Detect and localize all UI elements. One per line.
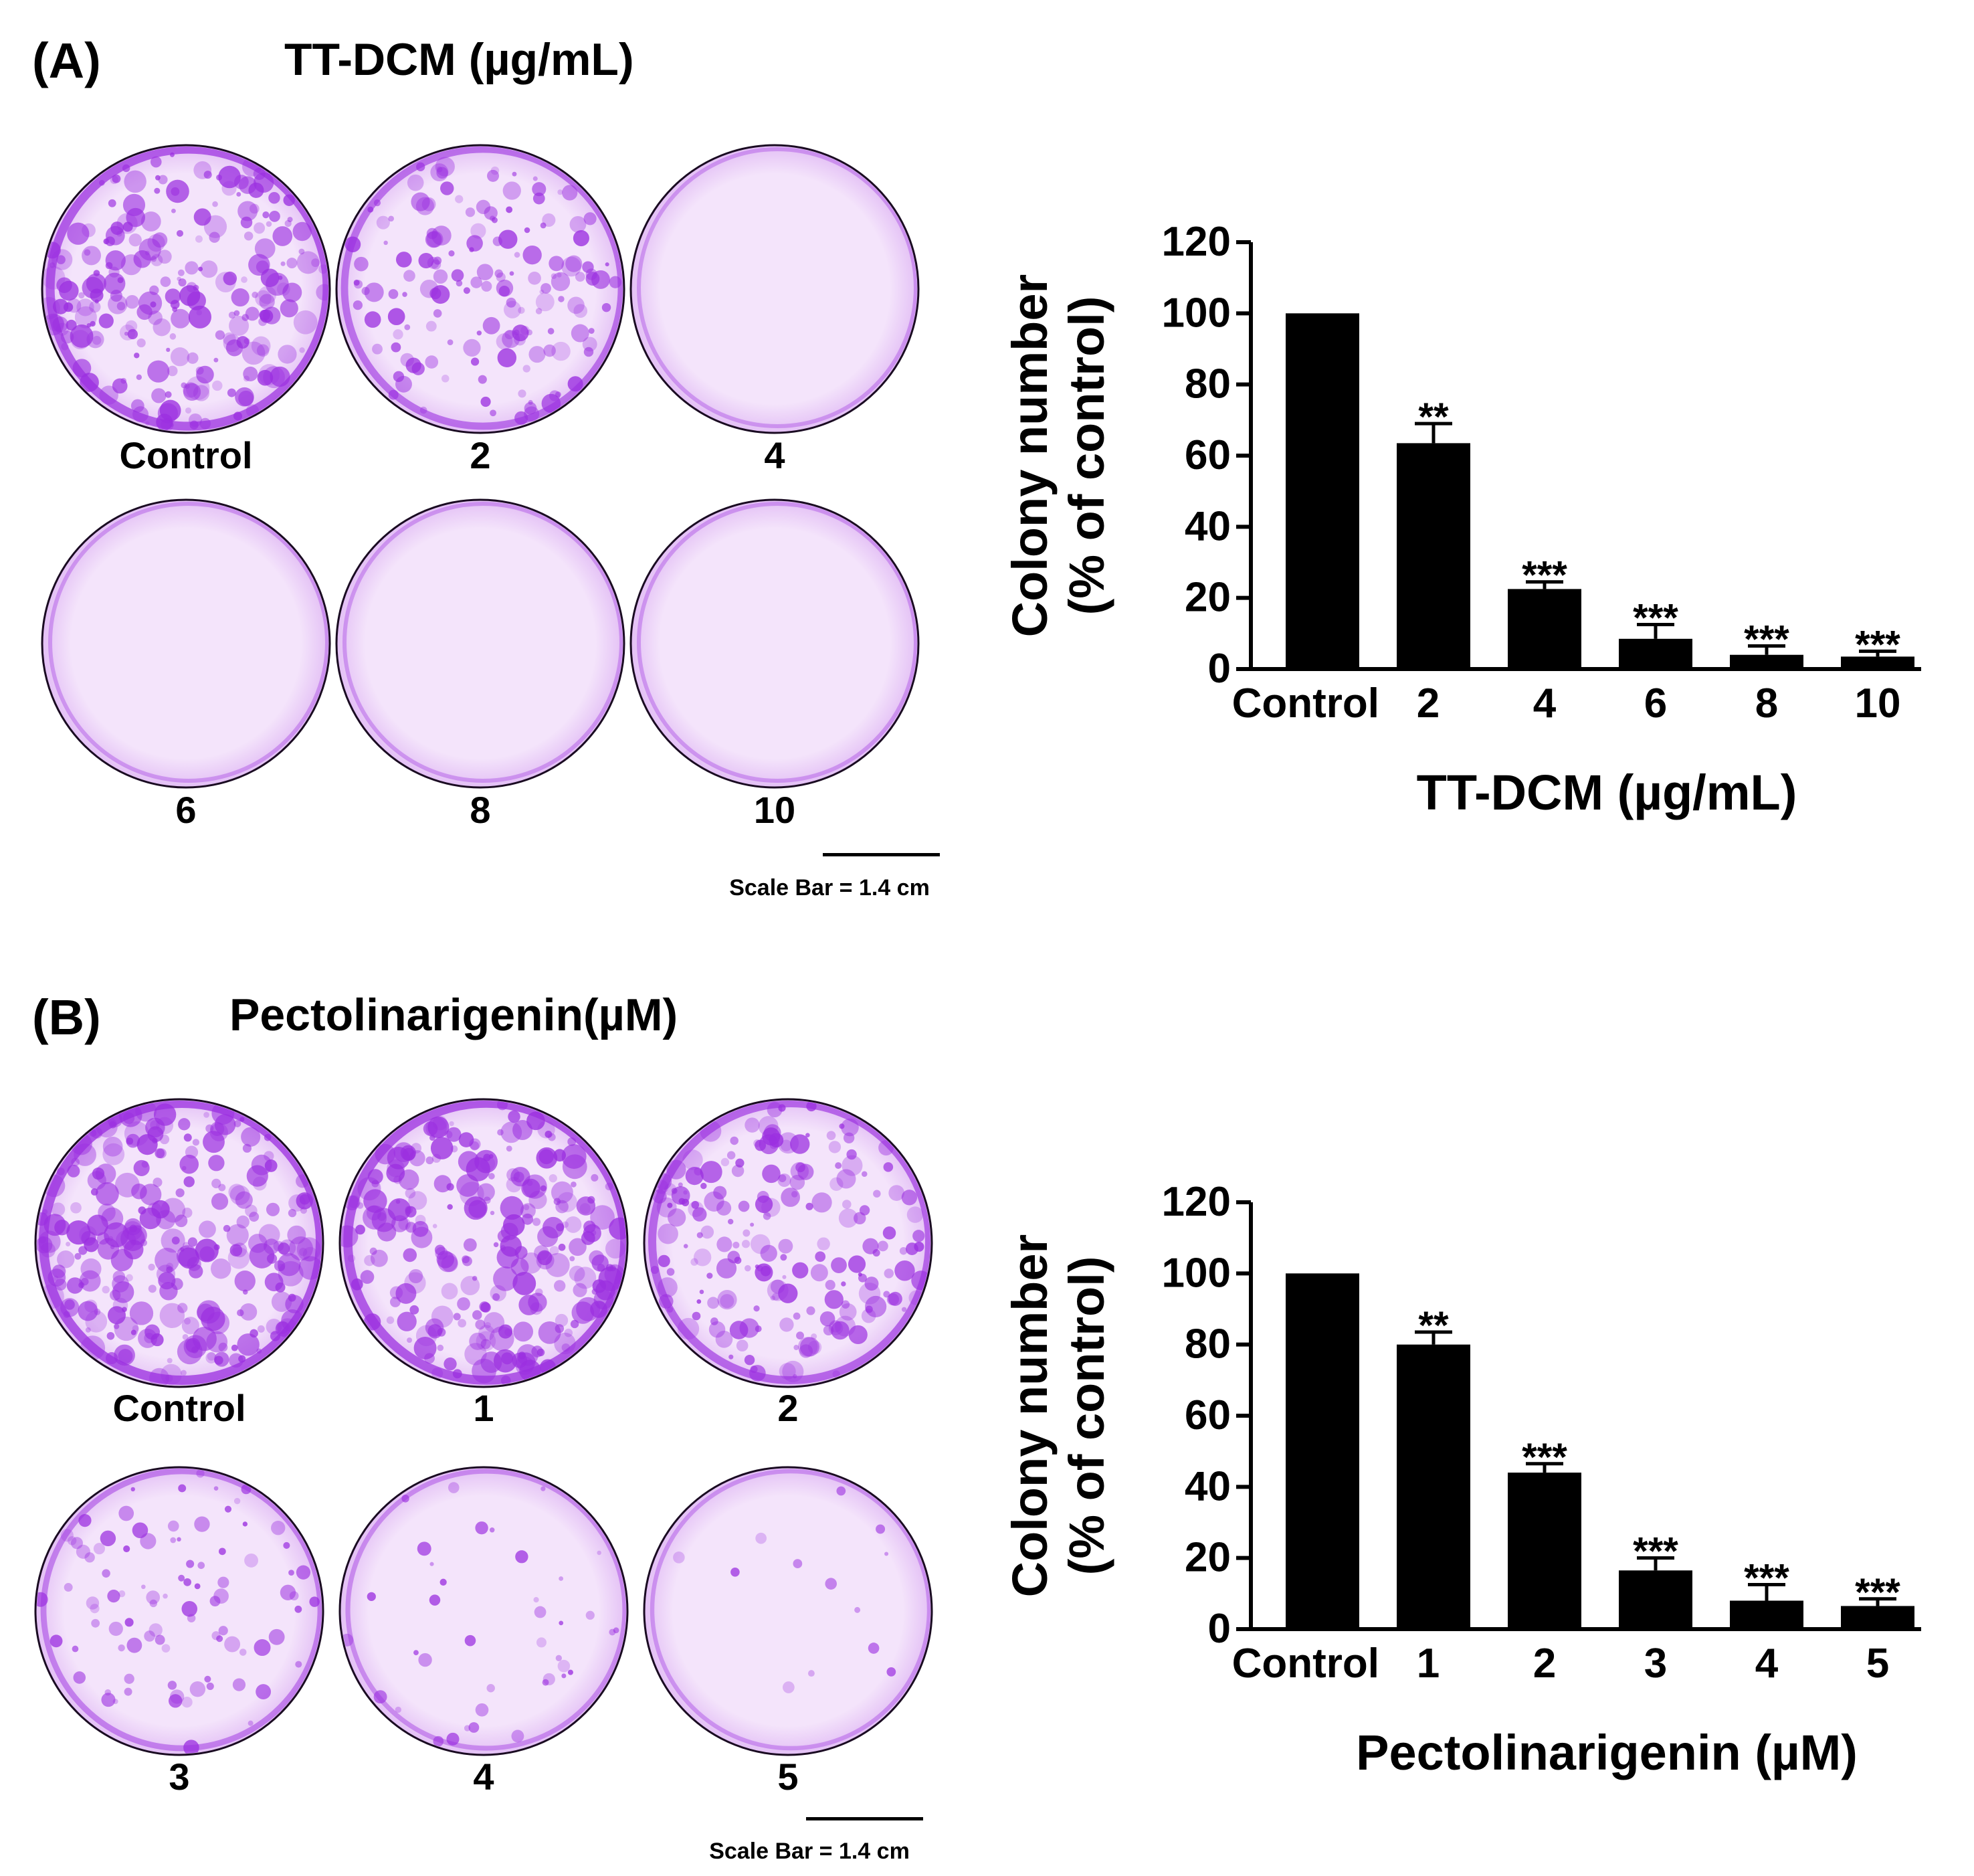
panel-b-label: (B) bbox=[32, 990, 101, 1045]
panel-b-title: Pectolinarigenin(µM) bbox=[229, 990, 678, 1040]
y-tick-label: 120 bbox=[1162, 1179, 1231, 1225]
bar bbox=[1841, 656, 1914, 669]
bar bbox=[1508, 1473, 1581, 1629]
significance-label: *** bbox=[1522, 554, 1567, 597]
petri-dish bbox=[335, 144, 625, 434]
petri-dish bbox=[629, 498, 920, 789]
panel-a-scale-text: Scale Bar = 1.4 cm bbox=[729, 875, 930, 901]
y-tick-label: 80 bbox=[1185, 1321, 1231, 1368]
significance-label: ** bbox=[1418, 395, 1449, 439]
y-axis-subtitle: (% of control) bbox=[1059, 296, 1114, 616]
panel-b-dish-label: Control bbox=[112, 1387, 246, 1429]
significance-label: *** bbox=[1633, 1530, 1678, 1574]
panel-a-dish-label: 8 bbox=[470, 789, 491, 831]
panel-a-title: TT-DCM (µg/mL) bbox=[284, 34, 634, 85]
bar bbox=[1619, 1570, 1692, 1629]
petri-dish bbox=[338, 1098, 629, 1388]
y-tick-label: 20 bbox=[1185, 1535, 1231, 1581]
x-tick-label: 3 bbox=[1644, 1640, 1667, 1687]
panel-a-dish-label: Control bbox=[119, 434, 253, 476]
x-tick-label: Control bbox=[1232, 1640, 1379, 1687]
petri-dish bbox=[41, 144, 331, 434]
panel-a-dish-label: 10 bbox=[753, 789, 796, 831]
y-tick-label: 40 bbox=[1185, 503, 1231, 549]
significance-label: *** bbox=[1744, 1557, 1789, 1600]
significance-label: *** bbox=[1522, 1436, 1567, 1479]
y-tick-label: 20 bbox=[1185, 575, 1231, 621]
bar bbox=[1730, 1600, 1803, 1629]
bar bbox=[1397, 1344, 1470, 1629]
bar bbox=[1508, 589, 1581, 669]
x-tick-label: 5 bbox=[1866, 1640, 1889, 1687]
panel-a-dish-label: 2 bbox=[470, 434, 491, 476]
panel-b-scale-bar bbox=[806, 1817, 923, 1820]
petri-dish bbox=[629, 144, 920, 434]
x-tick-label: 8 bbox=[1755, 680, 1778, 727]
panel-b-bar-chart: 0 20 40 60 80 100 120 Control ** 1 *** 2 *** 3 *** 4 ***… bbox=[1002, 1179, 1921, 1780]
bar bbox=[1730, 654, 1803, 669]
panel-a-dish-label: 6 bbox=[175, 789, 197, 831]
y-tick-label: 60 bbox=[1185, 432, 1231, 478]
x-tick-label: 6 bbox=[1644, 680, 1667, 727]
significance-label: *** bbox=[1744, 618, 1789, 661]
panel-b-dish-label: 2 bbox=[777, 1387, 799, 1429]
significance-label: *** bbox=[1855, 623, 1900, 666]
petri-dish bbox=[335, 498, 625, 789]
panel-b-dish-label: 1 bbox=[473, 1387, 494, 1429]
bar bbox=[1619, 638, 1692, 669]
panel-a-dish-label: 4 bbox=[764, 434, 785, 476]
y-axis-subtitle: (% of control) bbox=[1059, 1256, 1114, 1576]
panel-b-dish-label: 4 bbox=[473, 1756, 494, 1798]
x-tick-label: 4 bbox=[1755, 1640, 1779, 1687]
panel-b-dish-label: 3 bbox=[169, 1756, 190, 1798]
x-tick-label: Control bbox=[1232, 680, 1379, 727]
panel-a-label: (A) bbox=[32, 33, 101, 88]
y-tick-label: 40 bbox=[1185, 1463, 1231, 1509]
y-tick-label: 60 bbox=[1185, 1392, 1231, 1438]
bar bbox=[1286, 313, 1359, 669]
y-axis-title: Colony number bbox=[1002, 274, 1058, 638]
y-tick-label: 100 bbox=[1162, 290, 1231, 336]
y-tick-label: 120 bbox=[1162, 219, 1231, 265]
petri-dish bbox=[338, 1466, 629, 1756]
significance-label: *** bbox=[1855, 1571, 1900, 1614]
bar bbox=[1841, 1606, 1914, 1629]
x-axis-title: TT-DCM (µg/mL) bbox=[1417, 765, 1797, 820]
x-tick-label: 10 bbox=[1855, 680, 1901, 727]
x-tick-label: 1 bbox=[1417, 1640, 1440, 1687]
panel-a-scale-bar bbox=[823, 853, 940, 856]
panel-b-dish-label: 5 bbox=[777, 1756, 799, 1798]
y-axis-title: Colony number bbox=[1002, 1234, 1058, 1598]
panel-b-scale-text: Scale Bar = 1.4 cm bbox=[709, 1839, 910, 1864]
y-tick-label: 80 bbox=[1185, 361, 1231, 407]
x-tick-label: 2 bbox=[1533, 1640, 1556, 1687]
petri-dish bbox=[34, 1466, 324, 1756]
significance-label: *** bbox=[1633, 597, 1678, 640]
y-tick-label: 100 bbox=[1162, 1250, 1231, 1296]
x-tick-label: 2 bbox=[1417, 680, 1440, 727]
bar bbox=[1397, 443, 1470, 669]
significance-label: ** bbox=[1418, 1304, 1449, 1347]
y-tick-label: 0 bbox=[1208, 1606, 1231, 1652]
petri-dish bbox=[41, 498, 331, 789]
petri-dish bbox=[643, 1098, 933, 1388]
x-tick-label: 4 bbox=[1533, 680, 1557, 727]
petri-dish bbox=[643, 1466, 933, 1756]
bar bbox=[1286, 1273, 1359, 1629]
panel-a-bar-chart: 0 20 40 60 80 100 120 Control ** 2 *** 4 *** 6 *** 8 ***… bbox=[1002, 219, 1921, 820]
x-axis-title: Pectolinarigenin (µM) bbox=[1356, 1725, 1858, 1780]
petri-dish bbox=[34, 1098, 324, 1388]
y-tick-label: 0 bbox=[1208, 646, 1231, 692]
